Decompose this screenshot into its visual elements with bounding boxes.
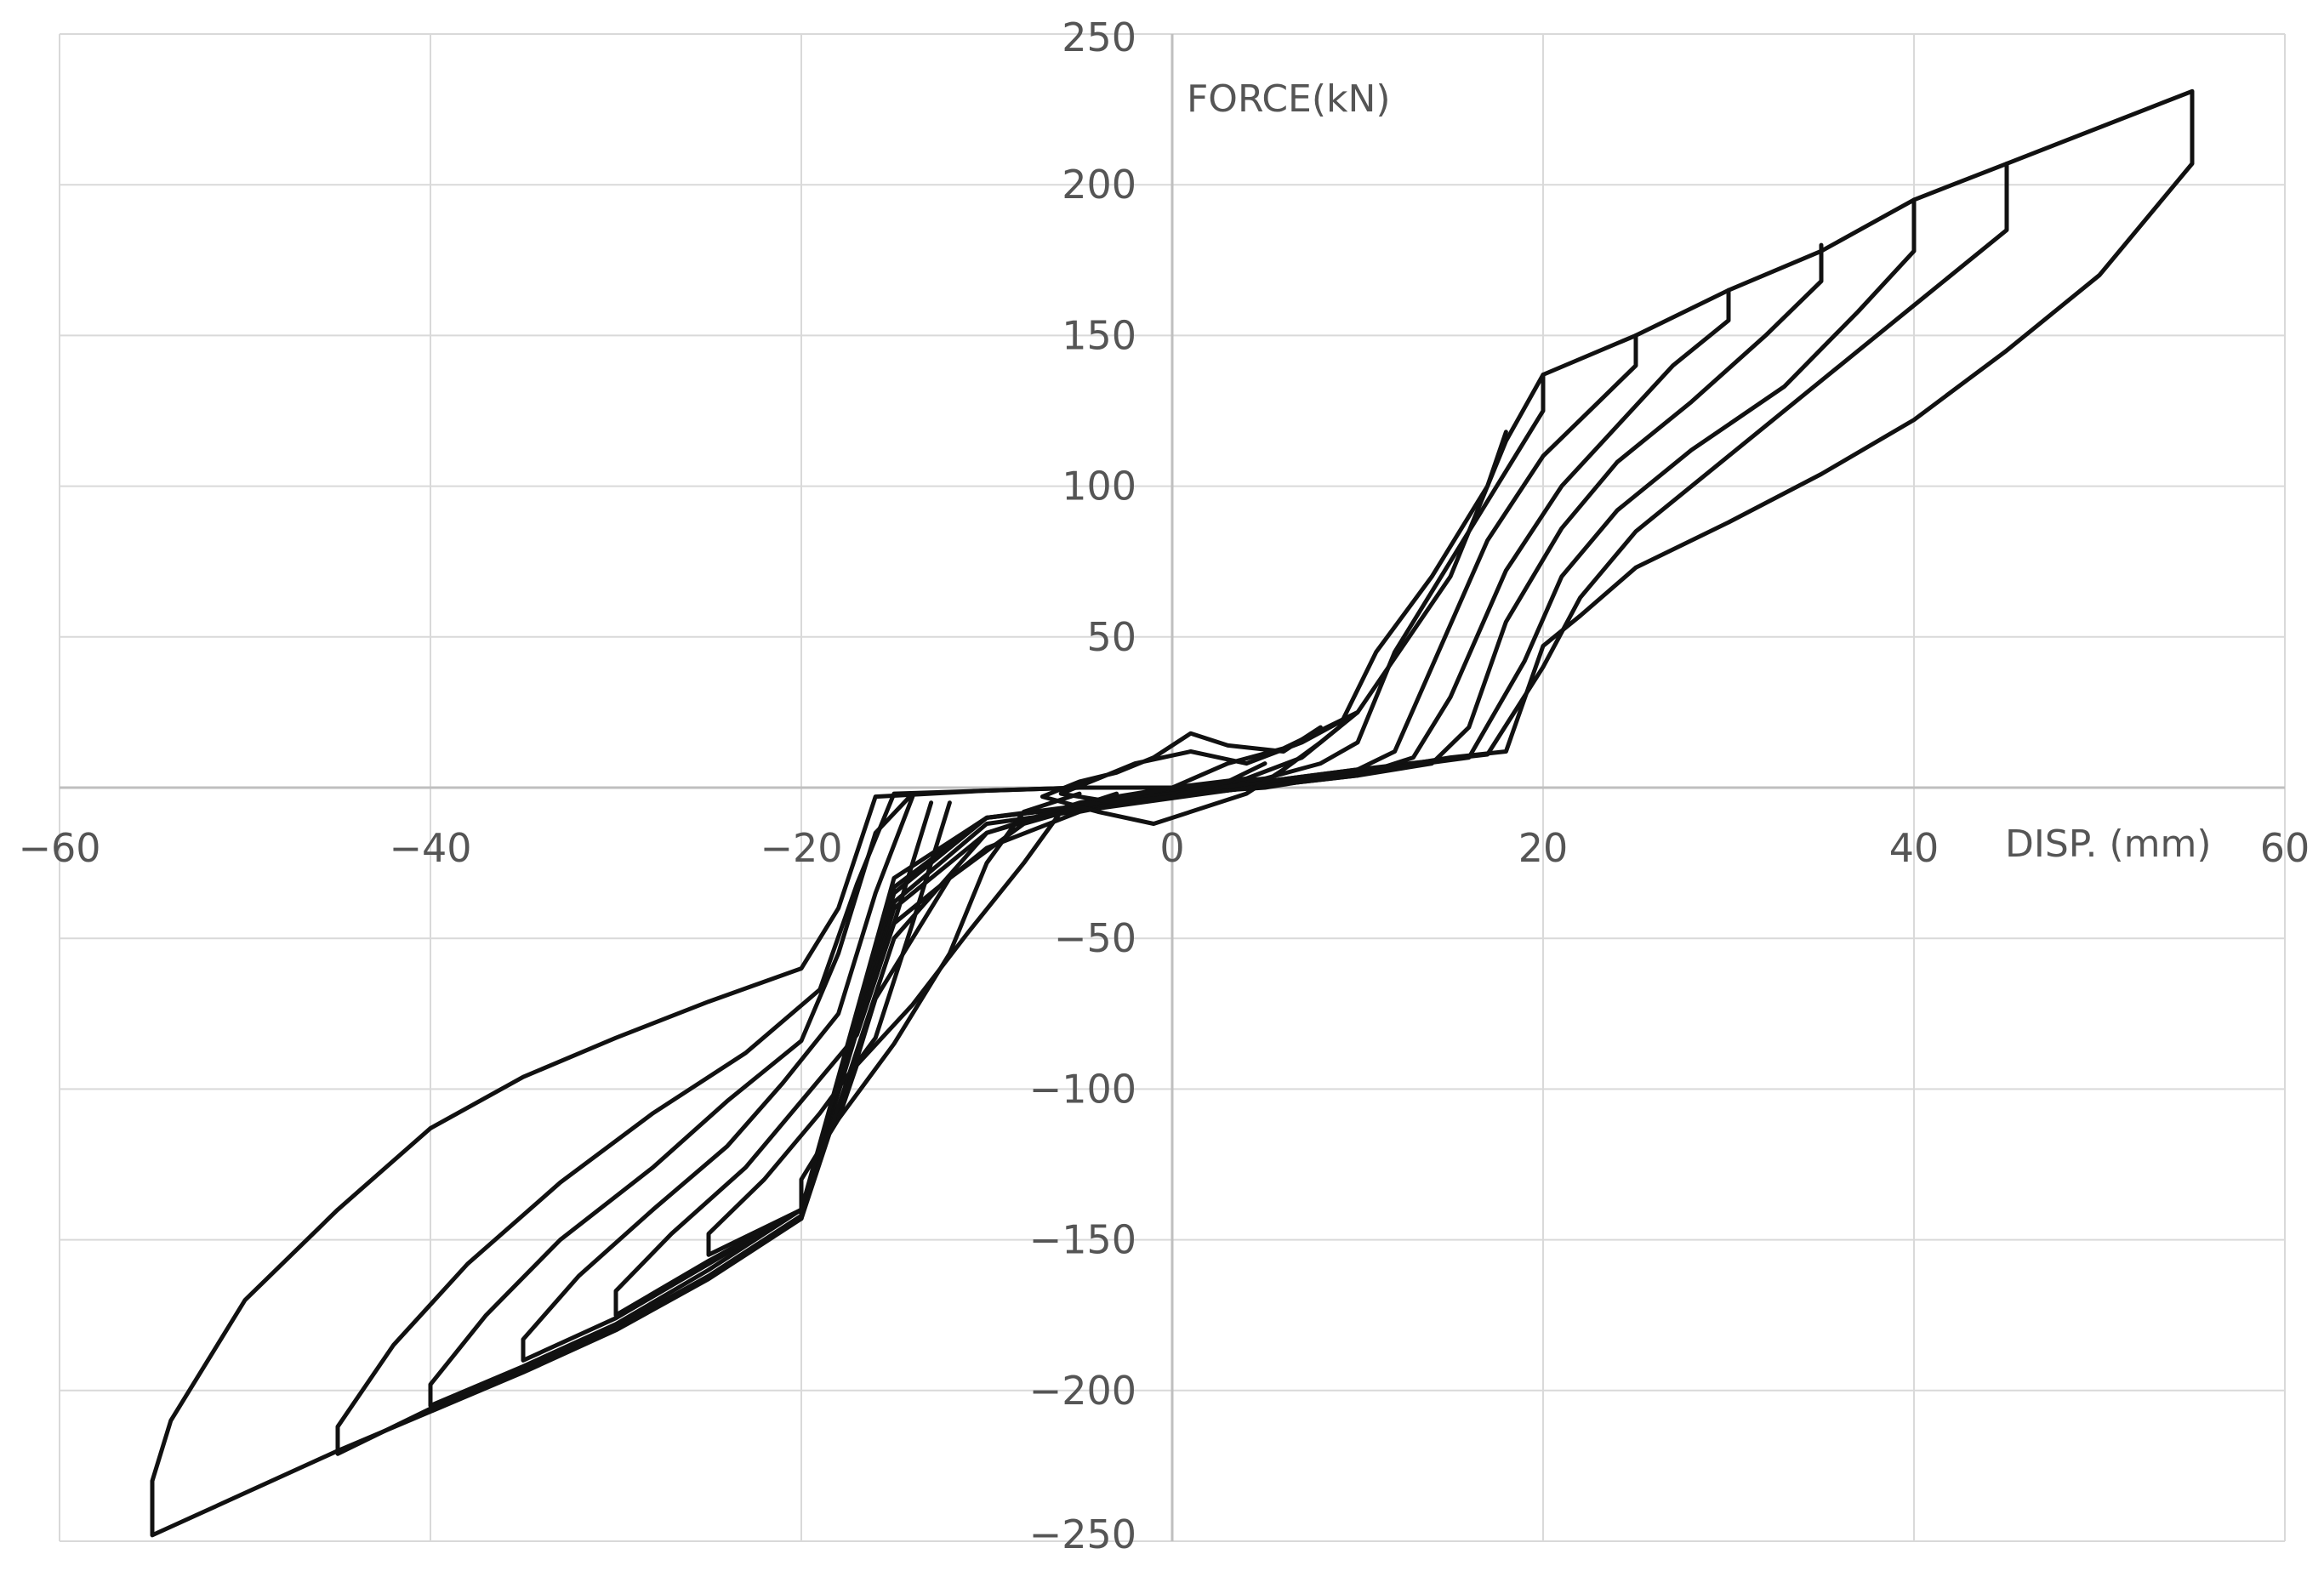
x-tick-label: 40 (1889, 825, 1940, 871)
series-line-3 (428, 197, 1917, 1408)
y-tick-label: −250 (1029, 1511, 1136, 1557)
series-group (150, 88, 2195, 1538)
tick-labels: −60 −40 −20 0 20 40 6025020015010050−50−100−15… (18, 14, 2310, 1557)
x-tick-label: 60 (2260, 825, 2310, 871)
y-tick-label: 250 (1062, 14, 1136, 60)
x-tick-label: −20 (760, 825, 842, 871)
series-line-9 (1040, 709, 1360, 826)
y-tick-label: −150 (1029, 1217, 1136, 1263)
y-tick-label: 50 (1086, 614, 1136, 660)
x-axis-label: DISP. (mm) (2005, 822, 2212, 866)
y-tick-label: −50 (1054, 915, 1136, 961)
x-tick-label: 20 (1518, 825, 1569, 871)
y-axis-label: FORCE(kN) (1187, 77, 1391, 121)
y-tick-label: 100 (1062, 464, 1136, 509)
y-tick-label: 150 (1062, 312, 1136, 358)
series-line-8 (836, 430, 1508, 1122)
y-tick-label: −200 (1029, 1368, 1136, 1414)
x-tick-label: 0 (1159, 825, 1184, 871)
y-tick-label: 200 (1062, 162, 1136, 208)
y-tick-label: −100 (1029, 1066, 1136, 1112)
series-line-6 (706, 333, 1638, 1257)
x-tick-label: −40 (389, 825, 471, 871)
series-line-5 (613, 287, 1731, 1318)
x-tick-label: −60 (18, 825, 100, 871)
